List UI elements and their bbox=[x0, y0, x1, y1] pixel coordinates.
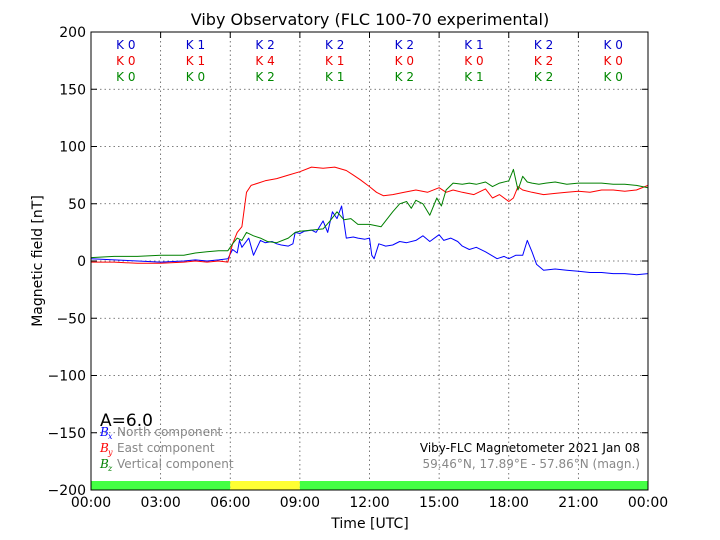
k-index-x: K 1 bbox=[186, 38, 205, 52]
x-tick-label: 09:00 bbox=[280, 495, 320, 511]
activity-segment bbox=[299, 481, 648, 490]
series-line bbox=[90, 168, 649, 259]
x-tick-label: 00:00 bbox=[628, 495, 668, 511]
activity-segment bbox=[230, 481, 300, 490]
legend-symbol: B bbox=[99, 425, 109, 439]
series-line bbox=[90, 205, 649, 276]
x-tick-label: 18:00 bbox=[489, 495, 529, 511]
legend-symbol: B bbox=[99, 457, 109, 471]
legend-subscript: y bbox=[107, 448, 113, 457]
grid bbox=[91, 32, 648, 490]
k-index-x: K 0 bbox=[116, 38, 135, 52]
k-index-y: K 0 bbox=[604, 54, 623, 68]
legend-symbol: B bbox=[99, 441, 109, 455]
k-index-z: K 1 bbox=[325, 70, 344, 84]
legend-label: North component bbox=[117, 425, 223, 439]
a-index: A=6.0 bbox=[100, 411, 153, 431]
y-tick-label: 100 bbox=[59, 140, 86, 156]
x-ticks: 00:00 03:00 06:00 09:00 12:00 15:00 18:00 21:00… bbox=[71, 32, 668, 511]
k-index-y: K 0 bbox=[116, 54, 135, 68]
activity-bar bbox=[91, 481, 648, 490]
k-index-y: K 4 bbox=[255, 54, 274, 68]
y-tick-label: −200 bbox=[48, 483, 86, 499]
k-index-x: K 2 bbox=[534, 38, 553, 52]
k-index-z: K 1 bbox=[464, 70, 483, 84]
y-tick-label: −50 bbox=[56, 311, 86, 327]
data-series bbox=[90, 166, 649, 276]
station-name: Viby-FLC Magnetometer 2021 Jan 08 bbox=[420, 441, 640, 455]
k-index-y: K 1 bbox=[186, 54, 205, 68]
y-tick-label: 0 bbox=[77, 254, 86, 270]
plot-frame bbox=[90, 31, 649, 491]
k-index-z: K 2 bbox=[395, 70, 414, 84]
legend-label: Vertical component bbox=[117, 457, 234, 471]
y-tick-label: 200 bbox=[59, 25, 86, 41]
y-tick-label: −100 bbox=[48, 369, 86, 385]
k-index-x: K 2 bbox=[325, 38, 344, 52]
k-index-z: K 0 bbox=[186, 70, 205, 84]
k-index-x: K 0 bbox=[604, 38, 623, 52]
k-index-y: K 2 bbox=[534, 54, 553, 68]
k-index-y: K 1 bbox=[325, 54, 344, 68]
x-tick-label: 00:00 bbox=[71, 495, 111, 511]
k-index-y: K 0 bbox=[395, 54, 414, 68]
x-tick-label: 06:00 bbox=[210, 495, 250, 511]
y-tick-label: 50 bbox=[68, 197, 86, 213]
x-tick-label: 15:00 bbox=[419, 495, 459, 511]
k-index-x: K 2 bbox=[395, 38, 414, 52]
x-axis-label: Time [UTC] bbox=[330, 516, 408, 532]
k-index-x: K 2 bbox=[255, 38, 274, 52]
legend-label: East component bbox=[117, 441, 215, 455]
k-index-z: K 2 bbox=[255, 70, 274, 84]
k-index-x: K 1 bbox=[464, 38, 483, 52]
y-tick-label: 150 bbox=[59, 82, 86, 98]
k-index-z: K 0 bbox=[604, 70, 623, 84]
y-axis-label: Magnetic field [nT] bbox=[30, 195, 46, 327]
station-coordinates: 59.46°N, 17.89°E - 57.86°N (magn.) bbox=[423, 457, 640, 471]
y-tick-label: −150 bbox=[48, 426, 86, 442]
y-ticks: 200 150 100 50 0 −50 −100 −150 −200 bbox=[48, 25, 648, 499]
chart-title: Viby Observatory (FLC 100-70 experimenta… bbox=[191, 10, 550, 29]
k-index-table: K 0 K 1 K 2 K 2 K 2 K 1 K 2 K 0 K 0 K 1 K 4 K 1 K 0 K… bbox=[116, 38, 623, 84]
x-tick-label: 21:00 bbox=[558, 495, 598, 511]
k-index-z: K 2 bbox=[534, 70, 553, 84]
x-tick-label: 03:00 bbox=[140, 495, 180, 511]
x-tick-label: 12:00 bbox=[349, 495, 389, 511]
k-index-y: K 0 bbox=[464, 54, 483, 68]
activity-segment bbox=[91, 481, 231, 490]
k-index-z: K 0 bbox=[116, 70, 135, 84]
legend-subscript: z bbox=[107, 464, 113, 473]
legend-subscript: x bbox=[108, 432, 113, 441]
